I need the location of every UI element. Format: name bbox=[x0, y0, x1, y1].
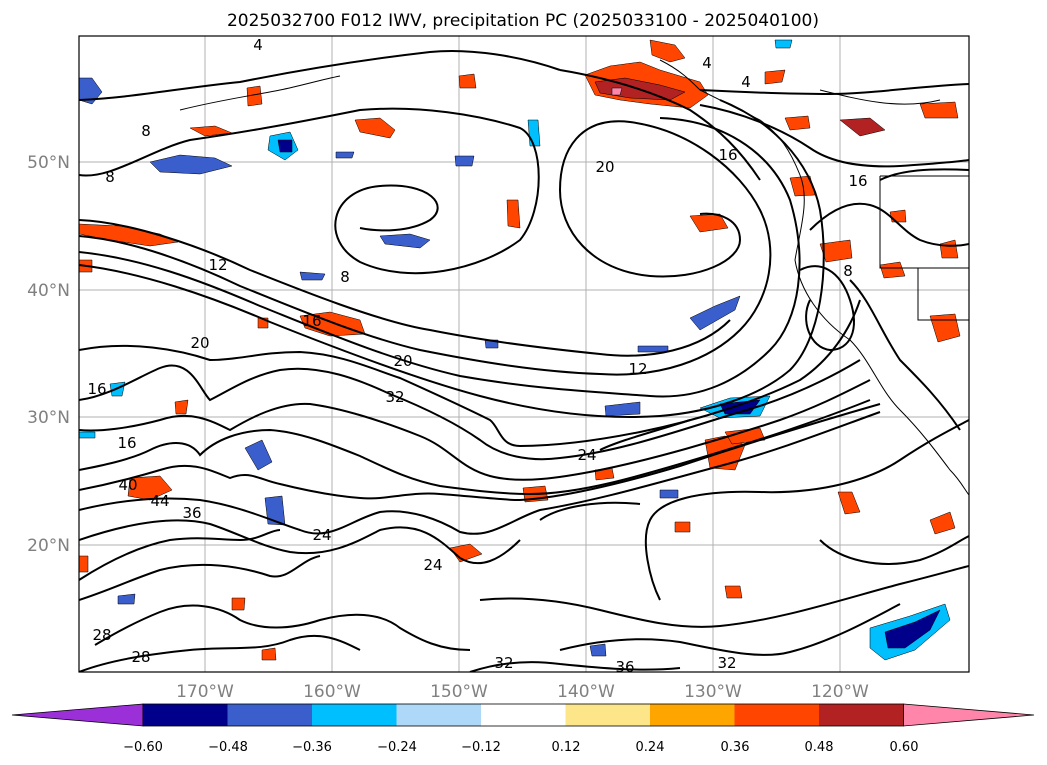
contour-label: 44 bbox=[150, 492, 169, 510]
precip-positive-patches bbox=[79, 39, 961, 661]
lon-label: 170°W bbox=[176, 682, 234, 702]
colorbar-tick-label: 0.24 bbox=[636, 740, 665, 755]
contour-label: 8 bbox=[340, 268, 350, 286]
lat-label: 50°N bbox=[27, 153, 70, 173]
contour-label: 28 bbox=[92, 626, 111, 644]
contour-label: 20 bbox=[595, 158, 614, 176]
colorbar-segment bbox=[650, 704, 735, 726]
colorbar-tick-label: 0.60 bbox=[890, 740, 919, 755]
contour-label: 20 bbox=[393, 352, 412, 370]
contour-label: 12 bbox=[628, 360, 647, 378]
lon-label: 140°W bbox=[557, 682, 615, 702]
colorbar-tick-label: 0.48 bbox=[805, 740, 834, 755]
latitude-labels: 50°N 40°N 30°N 20°N bbox=[27, 153, 70, 556]
contour-label: 8 bbox=[105, 168, 115, 186]
contour-label: 36 bbox=[615, 658, 634, 676]
colorbar-tick-label: 0.36 bbox=[721, 740, 750, 755]
contour-label: 16 bbox=[718, 146, 737, 164]
colorbar-segment bbox=[312, 704, 397, 726]
contour-label: 4 bbox=[253, 36, 263, 54]
iwv-contours bbox=[79, 49, 969, 672]
contour-label: 16 bbox=[848, 172, 867, 190]
graticule bbox=[79, 36, 969, 672]
lon-label: 150°W bbox=[430, 682, 488, 702]
colorbar bbox=[11, 703, 1035, 727]
colorbar-tick-label: 0.12 bbox=[552, 740, 581, 755]
contour-label: 24 bbox=[312, 526, 331, 544]
colorbar-tick-label: −0.24 bbox=[377, 740, 417, 755]
colorbar-outline bbox=[142, 703, 904, 727]
longitude-labels: 170°W 160°W 150°W 140°W 130°W 120°W bbox=[176, 682, 869, 702]
colorbar-segment bbox=[819, 704, 904, 726]
coastlines bbox=[179, 59, 969, 496]
colorbar-tick-label: −0.48 bbox=[208, 740, 248, 755]
lat-label: 20°N bbox=[27, 536, 70, 556]
colorbar-tick-label: −0.60 bbox=[123, 740, 163, 755]
lat-label: 40°N bbox=[27, 281, 70, 301]
contour-label: 32 bbox=[717, 654, 736, 672]
figure-title: 2025032700 F012 IWV, precipitation PC (2… bbox=[227, 11, 819, 31]
contour-label: 20 bbox=[190, 334, 209, 352]
map-panel: 4 4 8 8 12 12 16 16 16 16 20 20 20 24 24… bbox=[78, 35, 970, 676]
contour-label: 16 bbox=[302, 312, 321, 330]
colorbar-segment bbox=[227, 704, 313, 726]
contour-label: 32 bbox=[385, 388, 404, 406]
colorbar-tick-label: −0.36 bbox=[292, 740, 332, 755]
contour-labels: 4 4 8 8 12 12 16 16 16 16 20 20 20 24 24… bbox=[87, 36, 867, 676]
precip-negative-patches bbox=[79, 39, 951, 661]
contour-label: 12 bbox=[208, 256, 227, 274]
contour-label: 24 bbox=[577, 446, 596, 464]
colorbar-segment bbox=[565, 704, 651, 726]
colorbar-tick-label: −0.12 bbox=[461, 740, 501, 755]
contour-label: 24 bbox=[423, 556, 442, 574]
lon-label: 120°W bbox=[811, 682, 869, 702]
contour-label: 28 bbox=[131, 648, 150, 666]
colorbar-ticks: −0.60 −0.48 −0.36 −0.24 −0.12 0.12 0.24 … bbox=[123, 740, 918, 755]
colorbar-segment bbox=[481, 704, 566, 726]
colorbar-segment bbox=[143, 704, 228, 726]
colorbar-extend-max bbox=[903, 703, 1035, 727]
contour-label: 16 bbox=[87, 380, 106, 398]
lat-label: 30°N bbox=[27, 408, 70, 428]
contour-label: 4 bbox=[741, 73, 751, 91]
colorbar-segment bbox=[734, 704, 820, 726]
contour-label: 8 bbox=[843, 262, 853, 280]
lon-label: 160°W bbox=[303, 682, 361, 702]
map-frame bbox=[78, 35, 970, 673]
colorbar-segment bbox=[396, 704, 482, 726]
contour-label: 40 bbox=[118, 476, 137, 494]
contour-label: 8 bbox=[141, 122, 151, 140]
contour-label: 4 bbox=[702, 54, 712, 72]
contour-label: 36 bbox=[182, 504, 201, 522]
lon-label: 130°W bbox=[684, 682, 742, 702]
colorbar-extend-min bbox=[11, 703, 144, 727]
contour-label: 32 bbox=[494, 654, 513, 672]
contour-label: 16 bbox=[117, 434, 136, 452]
